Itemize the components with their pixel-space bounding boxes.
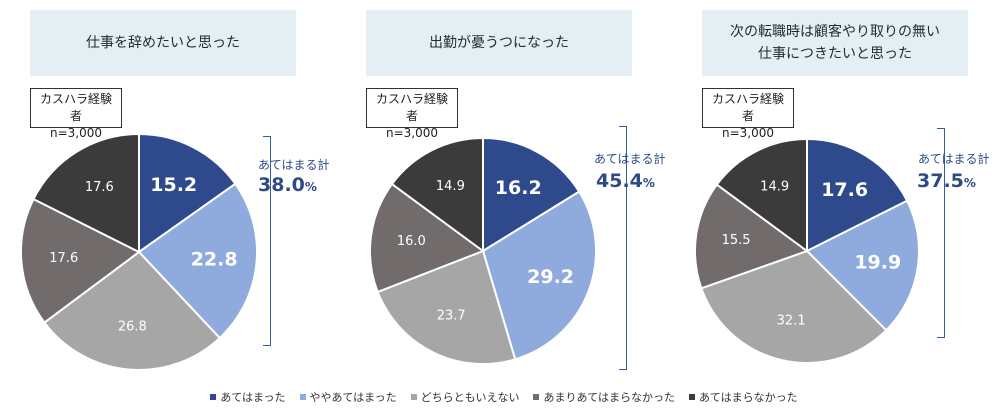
legend-swatch (299, 394, 306, 400)
panel-no-customer-job: 次の転職時は顧客やり取りの無い 仕事につきたいと思った カスハラ経験者 n=3,… (672, 0, 1008, 380)
slice-value-label: 15.2 (150, 174, 197, 196)
sample-group-label: カスハラ経験者 (39, 92, 112, 123)
pie-chart: 15.2 22.8 26.8 17.6 17.6 (20, 132, 258, 371)
legend-label: あまりあてはまらなかった (543, 391, 676, 404)
slice-somewhat-disagree (20, 197, 141, 324)
total-value-number: 38.0 (258, 174, 305, 196)
sample-group-label: カスハラ経験者 (375, 92, 448, 123)
slice-disagree (390, 136, 484, 253)
slice-somewhat-agree (805, 199, 920, 332)
total-value-unit: % (304, 180, 317, 194)
sample-size-box: カスハラ経験者 n=3,000 (366, 88, 458, 140)
slice-value-label: 16.0 (397, 234, 426, 249)
legend-item-neutral: どちらともいえない (410, 389, 520, 405)
legend-item-disagree: あてはまらなかった (689, 389, 798, 405)
slice-value-label: 23.7 (437, 308, 466, 323)
sample-size-box: カスハラ経験者 n=3,000 (702, 88, 794, 140)
total-value-unit: % (642, 176, 655, 190)
panel-quit-job: 仕事を辞めたいと思った カスハラ経験者 n=3,000 15.2 22.8 26.8… (0, 0, 336, 380)
total-value: 37.5% (917, 170, 976, 192)
slice-somewhat-disagree (694, 183, 810, 290)
pie-chart: 17.6 19.9 32.1 15.5 14.9 (694, 137, 920, 364)
slice-agree (482, 136, 581, 253)
legend-item-agree: あてはまった (210, 389, 286, 405)
slice-value-label: 17.6 (85, 180, 114, 195)
slice-value-label: 19.9 (854, 251, 901, 273)
slice-value-label: 17.6 (821, 179, 868, 201)
sample-size-box: カスハラ経験者 n=3,000 (30, 88, 122, 140)
chart-title: 出勤が憂うつになった (366, 10, 632, 76)
total-bracket (263, 136, 271, 346)
legend-label: あてはまった (220, 391, 286, 404)
slice-disagree (715, 137, 808, 253)
panel-dread-work: 出勤が憂うつになった カスハラ経験者 n=3,000 16.2 29.2 23.7 1… (336, 0, 672, 380)
sample-group-label: カスハラ経験者 (711, 92, 784, 123)
legend-item-somewhat-agree: ややあてはまった (299, 389, 397, 405)
total-value-number: 37.5 (917, 170, 964, 192)
sample-count-label: n=3,000 (49, 126, 102, 140)
slice-value-label: 17.6 (49, 251, 78, 266)
total-label: あてはまる計 (918, 152, 990, 166)
total-value: 38.0% (258, 174, 317, 196)
slice-neutral (700, 249, 888, 364)
slice-disagree (32, 132, 140, 254)
chart-title: 仕事を辞めたいと思った (30, 10, 296, 76)
slice-somewhat-agree (137, 182, 258, 340)
slice-value-label: 16.2 (495, 177, 542, 199)
total-value: 45.4% (596, 170, 655, 192)
legend: あてはまった ややあてはまった どちらともいえない あまりあてはまらなかった あ… (0, 388, 1008, 406)
sample-count-label: n=3,000 (721, 126, 774, 140)
legend-label: ややあてはまった (309, 391, 397, 404)
slice-value-label: 14.9 (760, 180, 789, 195)
slice-agree (138, 132, 237, 254)
chart-title: 次の転職時は顧客やり取りの無い 仕事につきたいと思った (702, 10, 968, 76)
slice-value-label: 32.1 (777, 313, 806, 328)
total-label: あてはまる計 (258, 158, 330, 172)
slice-neutral (43, 250, 222, 371)
pie-chart: 16.2 29.2 23.7 16.0 14.9 (369, 136, 597, 365)
slice-value-label: 22.8 (191, 249, 238, 271)
sample-count-label: n=3,000 (385, 126, 438, 140)
total-value-unit: % (963, 176, 976, 190)
legend-swatch (410, 394, 417, 400)
total-bracket (937, 128, 945, 338)
legend-swatch (689, 394, 696, 400)
slice-value-label: 14.9 (436, 179, 465, 194)
total-label: あてはまる計 (594, 152, 666, 166)
legend-item-somewhat-disagree: あまりあてはまらなかった (533, 389, 675, 405)
legend-swatch (533, 394, 540, 400)
total-bracket (619, 126, 627, 370)
legend-label: どちらともいえない (420, 391, 520, 404)
slice-value-label: 15.5 (722, 233, 751, 248)
slice-value-label: 26.8 (118, 320, 147, 335)
slice-agree (806, 137, 909, 253)
total-value-number: 45.4 (596, 170, 643, 192)
slice-somewhat-disagree (369, 182, 486, 294)
legend-label: あてはまらなかった (699, 391, 798, 404)
legend-swatch (210, 394, 217, 400)
slice-value-label: 29.2 (527, 266, 574, 288)
slice-somewhat-agree (481, 190, 597, 361)
